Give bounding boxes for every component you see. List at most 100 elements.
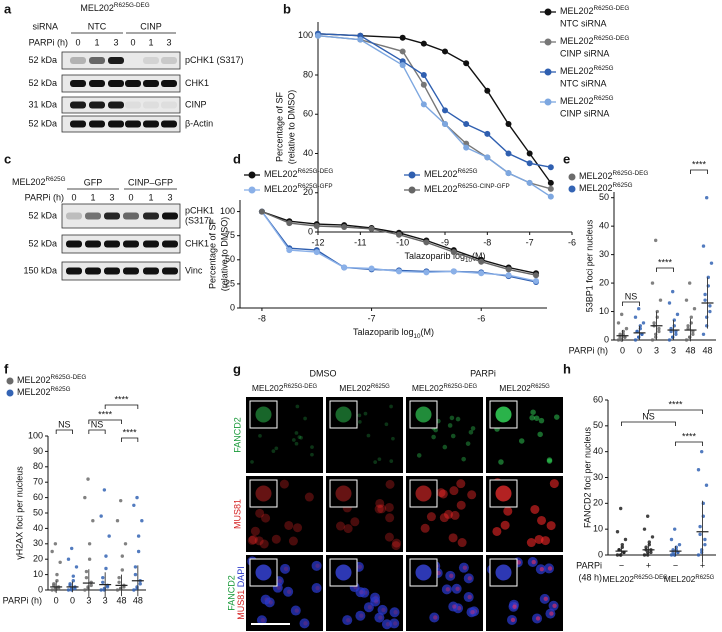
y-tick-label: 0 [308, 226, 313, 236]
x-tick-label: -6 [568, 237, 576, 247]
significance-label: **** [668, 399, 683, 409]
legend-label-part: R625G-CINP-GFP [458, 183, 510, 190]
nucleus-signal [359, 613, 364, 618]
nucleus [370, 596, 381, 607]
data-point [649, 550, 653, 555]
nucleus-signal [467, 490, 477, 500]
blot-band [85, 240, 101, 248]
row-label-part: DAPI [236, 566, 246, 587]
focus-signal [442, 444, 448, 450]
data-point [691, 332, 695, 337]
y-tick-label: 100 [28, 430, 43, 440]
series-line [317, 35, 552, 198]
blot-band [108, 120, 124, 128]
x-axis-label-part: 10 [465, 257, 473, 264]
inset-cell [495, 485, 512, 502]
y-tick-label: 30 [599, 249, 609, 259]
band-label: CHK1 [185, 238, 209, 248]
data-point [87, 557, 92, 561]
data-point [115, 519, 120, 523]
focus-signal [357, 413, 362, 418]
blot-band [123, 240, 139, 248]
lane-label: 0 [71, 192, 76, 202]
data-point [505, 266, 512, 273]
nucleus-signal [303, 621, 308, 626]
data-point [709, 261, 714, 265]
x-tick-label: 48 [685, 345, 695, 355]
data-point [701, 332, 706, 337]
x-tick-label: -7 [526, 237, 534, 247]
nucleus-signal [261, 513, 271, 523]
nucleus-signal [381, 607, 386, 613]
blot-band [143, 80, 159, 87]
data-point [650, 281, 655, 285]
nucleus-signal [346, 617, 351, 623]
inset-cell [495, 406, 512, 423]
data-point [547, 179, 554, 186]
data-point [700, 449, 704, 454]
nucleus-signal [357, 564, 363, 570]
y-tick-label: 10 [593, 524, 603, 534]
data-point [341, 264, 348, 271]
y-axis-label: Percentage of SF [274, 91, 284, 162]
legend-label-part: R625G [51, 386, 71, 393]
nucleus-signal [384, 532, 394, 542]
significance-label: NS [58, 419, 71, 429]
data-point [646, 514, 650, 518]
data-point [132, 588, 136, 592]
panel-letter: e [563, 151, 570, 166]
nucleus-signal [510, 617, 516, 623]
nucleus-signal [537, 515, 547, 525]
series-line [317, 33, 551, 168]
blot-strip [61, 261, 181, 281]
data-point [52, 582, 56, 586]
blot-band [89, 57, 105, 64]
data-point [624, 326, 629, 331]
focus-signal [291, 438, 296, 442]
data-point [442, 48, 448, 55]
y-tick-label: 50 [593, 420, 603, 430]
significance-label: **** [123, 427, 138, 437]
data-point [650, 535, 655, 539]
focus-signal [538, 417, 545, 424]
nucleus-signal [420, 523, 430, 533]
y-tick-label: 60 [33, 492, 43, 502]
focus-signal [554, 414, 560, 420]
focus-signal [468, 430, 474, 435]
focus-signal [358, 420, 362, 424]
data-point [547, 164, 554, 171]
data-point [658, 298, 663, 302]
nucleus-signal [470, 610, 475, 615]
nucleus [445, 570, 456, 581]
data-point [675, 312, 680, 317]
data-point [684, 338, 689, 342]
legend-marker [544, 98, 552, 106]
legend-label-part: R625G-DEG [51, 374, 87, 381]
legend-label-part: R625G-GFP [298, 183, 333, 190]
blot-band [108, 80, 124, 87]
focus-signal [455, 416, 461, 422]
legend-label: MEL202R625G-CINP-GFP [424, 183, 510, 194]
data-point [68, 582, 72, 586]
x-axis-label: PARPi [576, 560, 602, 570]
data-point [117, 575, 121, 580]
band-label: Vinc [185, 265, 203, 275]
nucleus-signal [426, 512, 436, 522]
nucleus [311, 560, 322, 571]
data-point [357, 36, 364, 43]
nucleus-signal [250, 526, 260, 536]
legend-marker [248, 186, 256, 194]
kda-label: 52 kDa [28, 118, 57, 128]
kda-label: 52 kDa [28, 55, 57, 65]
nucleus [374, 612, 385, 623]
legend-label: MEL202R625G-GFP [264, 183, 333, 194]
data-point [399, 48, 406, 55]
nucleus-signal [260, 618, 266, 623]
data-point [647, 540, 651, 544]
y-tick-label: 40 [599, 221, 609, 231]
nucleus-signal [268, 600, 273, 605]
data-point [505, 150, 512, 157]
data-point [101, 575, 105, 580]
legend-marker [544, 68, 552, 76]
data-point [692, 306, 697, 311]
